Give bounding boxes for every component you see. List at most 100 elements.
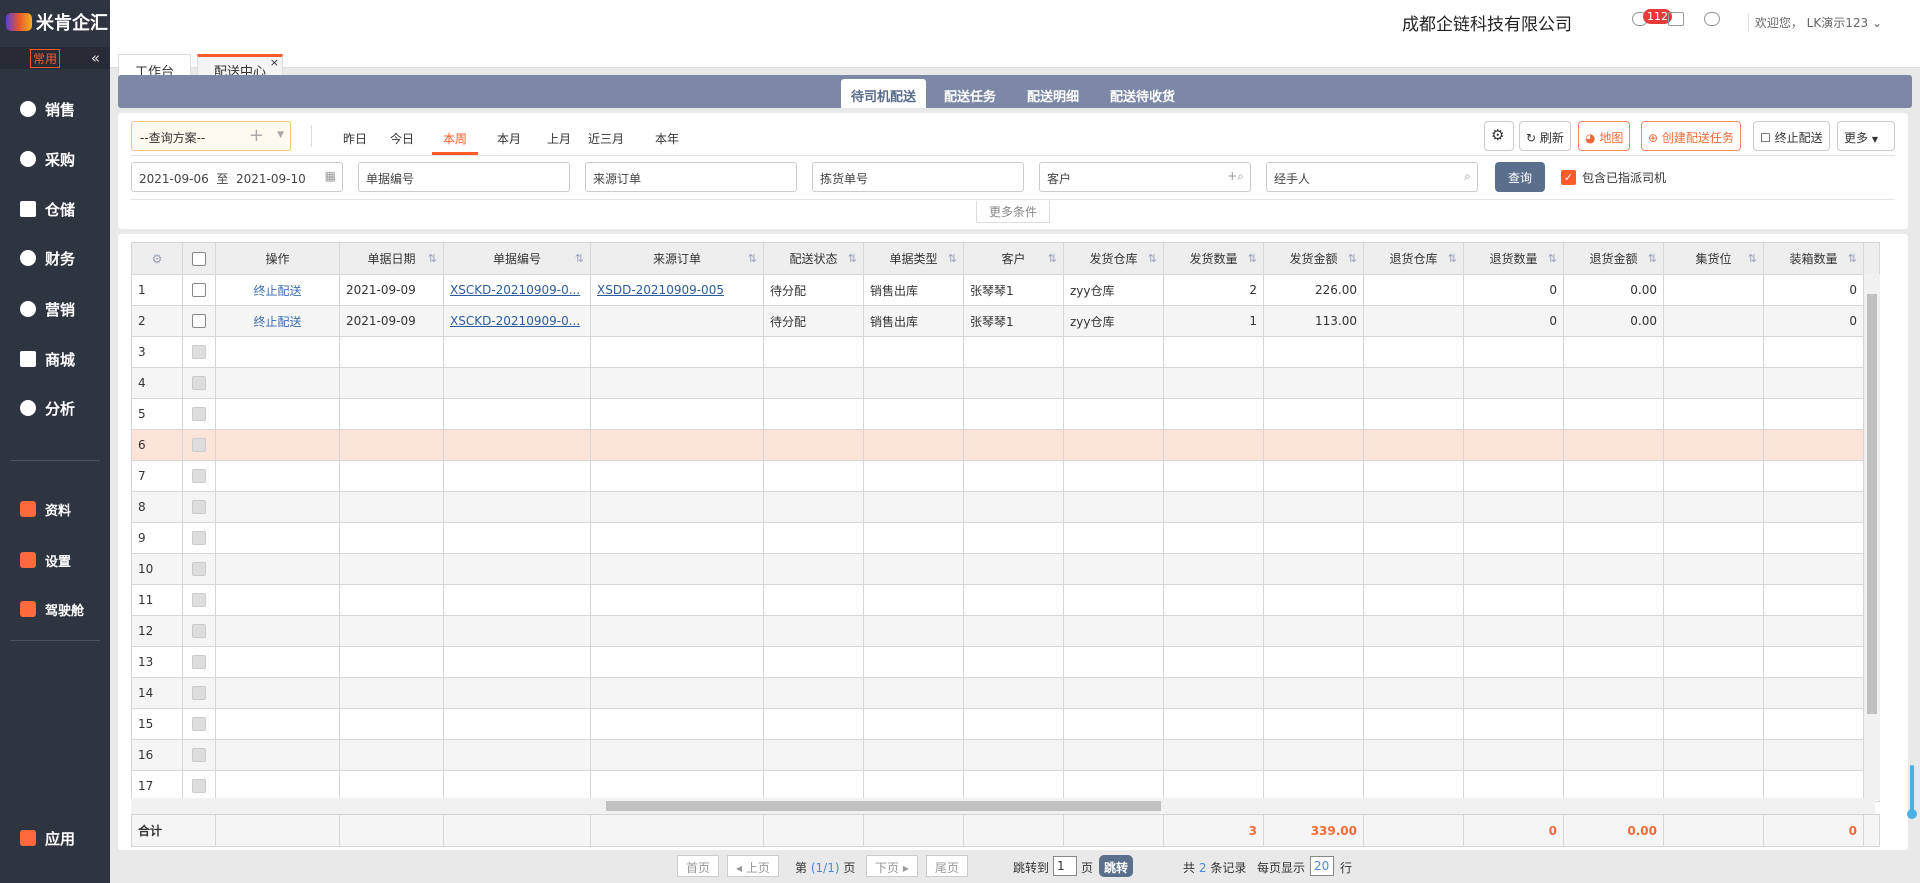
checkbox[interactable] — [192, 748, 206, 763]
checkbox[interactable] — [192, 624, 206, 639]
sidebar-item-1[interactable]: 采购 — [0, 142, 110, 176]
checkbox[interactable] — [192, 562, 206, 577]
first-page-button[interactable]: 首页 — [677, 855, 720, 877]
sort-icon[interactable]: ⇅ — [1047, 252, 1057, 265]
checkbox[interactable] — [192, 655, 206, 670]
plus-icon[interactable]: + — [248, 125, 264, 146]
headset-icon[interactable] — [1704, 12, 1720, 26]
next-page-button[interactable]: 下页 ▸ — [866, 855, 918, 877]
sidebar-item-0[interactable]: 销售 — [0, 92, 110, 126]
row-select[interactable] — [182, 398, 216, 430]
sort-icon[interactable]: ⇅ — [1347, 252, 1357, 265]
checkbox[interactable] — [192, 717, 206, 732]
row-select[interactable] — [182, 274, 216, 306]
create-task-button[interactable]: ⊕ 创建配送任务 — [1641, 121, 1741, 151]
checkbox[interactable] — [192, 500, 206, 515]
sidebar-item-5[interactable]: 商城 — [0, 342, 110, 376]
column-header[interactable]: 装箱数量 ⇅ — [1763, 242, 1864, 275]
scrollbar-thumb[interactable] — [1867, 294, 1877, 714]
date-tab-6[interactable]: 本年 — [654, 132, 679, 146]
column-header[interactable]: 客户 ⇅ — [963, 242, 1064, 275]
sidebar-item-3[interactable]: 财务 — [0, 241, 110, 275]
row-select[interactable] — [182, 429, 216, 461]
column-header[interactable]: 配送状态 ⇅ — [763, 242, 864, 275]
row-select[interactable] — [182, 677, 216, 709]
checkbox[interactable] — [192, 407, 206, 422]
row-select[interactable] — [182, 305, 216, 337]
tab-delivery-details[interactable]: 配送明细 — [1027, 90, 1080, 105]
checkbox[interactable] — [192, 283, 206, 298]
sort-icon[interactable]: ⇅ — [1147, 252, 1157, 265]
row-select[interactable] — [182, 336, 216, 368]
query-button[interactable]: 查询 — [1495, 162, 1545, 192]
sort-icon[interactable]: ⇅ — [427, 252, 437, 265]
more-button[interactable]: 更多 ▼ — [1837, 121, 1895, 151]
sort-icon[interactable]: ⇅ — [1847, 252, 1857, 265]
checkbox[interactable] — [192, 251, 206, 266]
more-conditions-toggle[interactable]: 更多条件 — [976, 201, 1051, 223]
tab-delivery-pending-receipt[interactable]: 配送待收货 — [1110, 90, 1176, 105]
per-page-input[interactable]: 20 — [1310, 856, 1334, 876]
stop-delivery-button[interactable]: ☐ 终止配送 — [1753, 121, 1830, 151]
sidebar-item-dashboard[interactable]: 驾驶舱 — [0, 592, 110, 626]
checkbox[interactable] — [192, 469, 206, 484]
date-tab-1[interactable]: 今日 — [389, 132, 414, 146]
collapse-sidebar-icon[interactable]: « — [90, 49, 100, 67]
map-button[interactable]: ◕ 地图 — [1578, 121, 1631, 151]
vertical-scrollbar[interactable] — [1864, 274, 1880, 800]
sidebar-item-2[interactable]: 仓储 — [0, 192, 110, 226]
jump-page-input[interactable]: 1 — [1053, 856, 1077, 876]
date-range-input[interactable]: 2021-09-06 至 2021-09-10 ▦ — [131, 162, 343, 192]
message-icon[interactable]: 112 — [1632, 9, 1672, 26]
row-select[interactable] — [182, 522, 216, 554]
checkbox[interactable] — [192, 314, 206, 329]
column-header[interactable]: 退货金额 ⇅ — [1563, 242, 1664, 275]
row-select[interactable] — [182, 615, 216, 647]
common-tab[interactable]: 常用 — [30, 48, 61, 68]
sort-icon[interactable]: ⇅ — [947, 252, 957, 265]
sort-icon[interactable]: ⇅ — [1547, 252, 1557, 265]
sidebar-item-apps[interactable]: 应用 — [0, 821, 110, 855]
column-header[interactable]: 发货金额 ⇅ — [1263, 242, 1364, 275]
doc_no-link[interactable]: XSCKD-20210909-0... — [450, 314, 581, 328]
row-select[interactable] — [182, 770, 216, 802]
user-menu[interactable]: 欢迎您， LK演示123 ⌄ — [1747, 14, 1882, 31]
date-tab-2[interactable]: 本周 — [432, 130, 478, 155]
checkbox[interactable] — [192, 593, 206, 608]
checkbox[interactable] — [192, 376, 206, 391]
doc-no-input[interactable]: 单据编号 — [358, 162, 570, 192]
row-select[interactable] — [182, 584, 216, 616]
column-header[interactable]: 发货数量 ⇅ — [1163, 242, 1264, 275]
sidebar-item-6[interactable]: 分析 — [0, 391, 110, 425]
column-header[interactable]: 集货位 ⇅ — [1663, 242, 1764, 275]
settings-button[interactable]: ⚙ — [1484, 121, 1514, 151]
source-order-input[interactable]: 来源订单 — [585, 162, 797, 192]
query-scheme-select[interactable]: --查询方案-- + ▼ — [131, 121, 291, 151]
column-header[interactable]: 单据类型 ⇅ — [863, 242, 964, 275]
tab-delivery-tasks[interactable]: 配送任务 — [944, 90, 997, 105]
export-icon[interactable] — [1668, 12, 1684, 26]
column-header[interactable]: 单据编号 ⇅ — [443, 242, 591, 275]
row-select[interactable] — [182, 708, 216, 740]
column-header[interactable]: 来源订单 ⇅ — [590, 242, 764, 275]
checkbox[interactable] — [192, 438, 206, 453]
calendar-icon[interactable]: ▦ — [324, 169, 336, 183]
close-icon[interactable]: × — [269, 56, 280, 69]
checkbox[interactable] — [192, 345, 206, 360]
row-select[interactable] — [182, 460, 216, 492]
checkbox[interactable] — [192, 779, 206, 794]
stop-delivery-link[interactable]: 终止配送 — [253, 314, 302, 329]
date-tab-5[interactable]: 近三月 — [587, 132, 624, 146]
sort-icon[interactable]: ⇅ — [1447, 252, 1457, 265]
row-select[interactable] — [182, 367, 216, 399]
customer-input[interactable]: 客户 +⌕ — [1039, 162, 1251, 192]
sort-icon[interactable]: ⇅ — [1647, 252, 1657, 265]
handler-input[interactable]: 经手人 ⌕ — [1266, 162, 1478, 192]
sort-icon[interactable]: ⇅ — [574, 252, 584, 265]
stop-delivery-link[interactable]: 终止配送 — [253, 283, 302, 298]
pick-no-input[interactable]: 拣货单号 — [812, 162, 1024, 192]
horizontal-scrollbar[interactable] — [131, 798, 1875, 814]
sort-icon[interactable]: ⇅ — [1747, 252, 1757, 265]
column-header[interactable]: 单据日期 ⇅ — [339, 242, 444, 275]
column-header[interactable]: 操作 — [215, 242, 340, 275]
